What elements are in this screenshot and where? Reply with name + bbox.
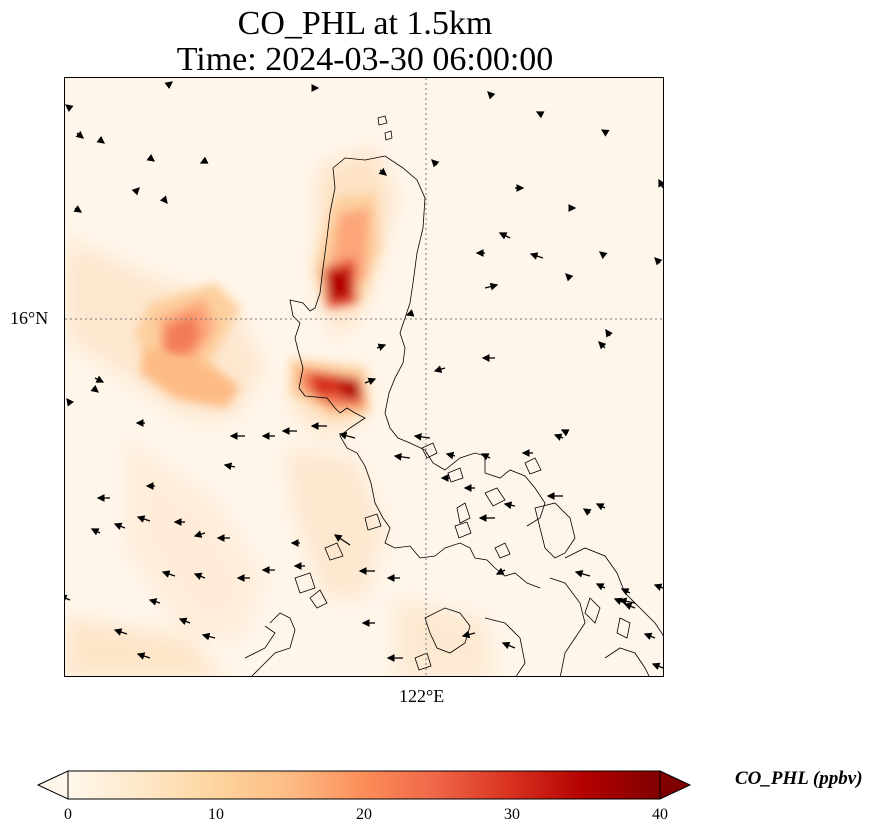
wind-arrow xyxy=(164,81,174,90)
wind-arrow xyxy=(364,377,377,386)
wind-arrow xyxy=(553,433,564,441)
wind-arrow xyxy=(94,375,105,383)
coastlines xyxy=(244,115,663,676)
wind-arrow xyxy=(618,597,636,606)
wind-arrow xyxy=(658,178,663,189)
wind-arrow xyxy=(595,583,606,591)
wind-arrow xyxy=(565,273,574,282)
latitude-tick-label: 16°N xyxy=(10,308,49,328)
wind-arrow xyxy=(65,104,74,113)
wind-arrow xyxy=(73,205,83,213)
wind-arrow xyxy=(431,159,440,168)
wind-arrow xyxy=(574,570,591,578)
wind-arrow xyxy=(199,156,209,164)
wind-arrow xyxy=(131,187,140,196)
wind-arrow xyxy=(376,343,387,351)
wind-arrow xyxy=(223,462,236,471)
wind-arrow xyxy=(535,111,545,119)
wind-arrow xyxy=(193,572,206,581)
concentration-field xyxy=(65,78,663,676)
wind-arrow xyxy=(413,432,431,441)
wind-arrow xyxy=(487,91,496,100)
wind-arrow xyxy=(338,431,356,440)
wind-arrow xyxy=(113,522,126,531)
wind-arrow xyxy=(605,328,613,338)
wind-arrow xyxy=(393,452,411,461)
wind-arrow xyxy=(96,135,106,144)
wind-arrow xyxy=(598,251,608,260)
wind-arrow xyxy=(501,641,516,650)
wind-arrow xyxy=(148,598,161,606)
wind-arrow xyxy=(598,341,607,350)
colorbar-tick-10: 10 xyxy=(208,806,224,823)
wind-arrow xyxy=(480,453,491,461)
colorbar-min-extend xyxy=(36,770,69,800)
wind-arrow xyxy=(159,195,168,205)
wind-arrow xyxy=(201,632,216,641)
wind-arrow xyxy=(90,384,100,393)
plot-title-line-1: CO_PHL at 1.5km xyxy=(237,5,493,42)
wind-vectors xyxy=(65,81,663,671)
colorbar-max-extend xyxy=(659,770,692,800)
wind-arrow xyxy=(146,153,156,162)
colorbar-tick-20: 20 xyxy=(356,806,372,823)
gridlines xyxy=(65,78,663,676)
map-panel xyxy=(64,77,664,677)
map-canvas xyxy=(65,78,663,676)
wind-arrow xyxy=(461,630,476,639)
wind-arrow xyxy=(643,632,656,641)
wind-arrow xyxy=(651,662,663,671)
plot-title-line-2: Time: 2024-03-30 06:00:00 xyxy=(176,41,554,78)
wind-arrow xyxy=(178,617,191,626)
colorbar-tick-0: 0 xyxy=(64,806,72,823)
wind-arrow xyxy=(90,528,101,536)
colorbar-tick-30: 30 xyxy=(504,806,520,823)
wind-arrow xyxy=(495,567,506,575)
wind-arrow xyxy=(595,503,606,511)
wind-arrow xyxy=(503,501,516,510)
wind-arrow xyxy=(193,530,206,538)
wind-arrow xyxy=(654,257,663,266)
wind-arrow xyxy=(560,429,570,437)
wind-arrow xyxy=(529,252,544,260)
wind-arrow xyxy=(113,628,128,636)
wind-arrow xyxy=(484,282,499,291)
wind-arrow xyxy=(378,167,387,176)
wind-arrow xyxy=(620,588,631,596)
wind-arrow xyxy=(65,594,71,603)
wind-arrow xyxy=(600,129,610,137)
wind-arrow xyxy=(405,309,415,317)
wind-arrow xyxy=(445,451,456,460)
wind-arrow xyxy=(161,570,176,578)
wind-arrow xyxy=(433,365,446,373)
longitude-tick-label: 122°E xyxy=(399,686,445,706)
wind-arrow xyxy=(75,130,84,139)
wind-arrow xyxy=(653,583,663,591)
wind-arrow xyxy=(498,232,511,240)
colorbar-label: CO_PHL (ppbv) xyxy=(735,768,863,789)
wind-arrow xyxy=(582,508,592,516)
colorbar xyxy=(36,770,692,800)
wind-arrow xyxy=(136,652,151,660)
wind-arrow xyxy=(136,515,151,523)
wind-arrow xyxy=(66,397,75,407)
wind-arrow xyxy=(333,534,351,546)
colorbar-gradient xyxy=(67,770,661,800)
colorbar-tick-40: 40 xyxy=(652,806,668,823)
